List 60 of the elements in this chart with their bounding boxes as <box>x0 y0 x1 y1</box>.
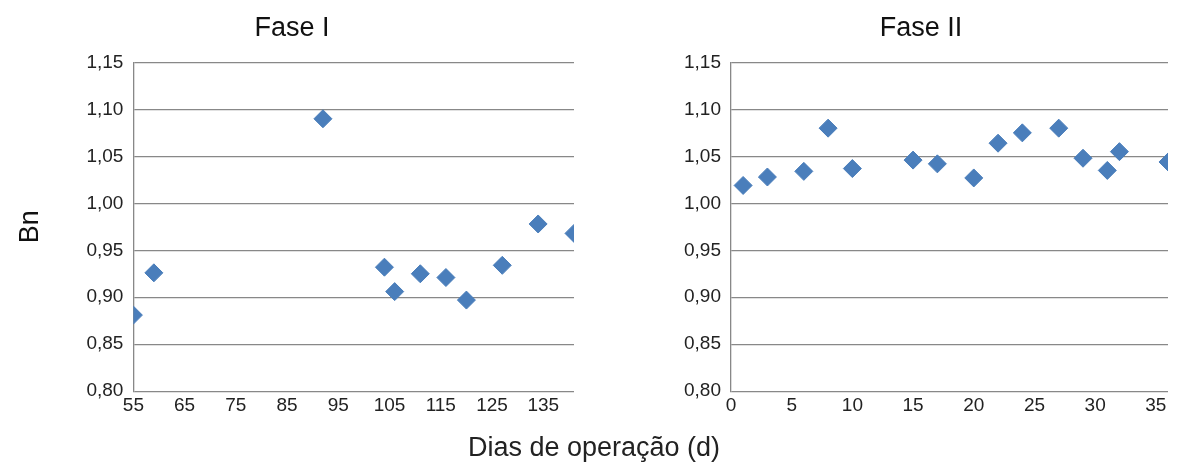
point <box>385 282 405 302</box>
y-tick-label: 1,00 <box>684 191 721 213</box>
point <box>1097 160 1117 180</box>
point <box>410 264 430 284</box>
x-tick-label: 95 <box>327 393 349 415</box>
x-tick-label: 15 <box>902 393 924 415</box>
point <box>456 290 476 310</box>
point <box>964 168 984 188</box>
x-tick-label: 5 <box>786 393 797 415</box>
y-tick-label: 1,10 <box>684 97 721 119</box>
point <box>1012 123 1032 143</box>
point <box>794 161 814 181</box>
x-tick-label: 0 <box>725 393 737 415</box>
point <box>927 154 947 174</box>
x-tick-label: 20 <box>963 393 985 415</box>
y-tick-label: 0,80 <box>684 379 721 401</box>
x-tick-label: 135 <box>527 393 560 415</box>
x-tick-label: 25 <box>1023 393 1046 415</box>
y-tick-label: 1,00 <box>86 191 124 213</box>
y-tick-label: 0,90 <box>684 285 721 307</box>
point <box>144 263 164 283</box>
x-tick-label: 125 <box>476 393 508 415</box>
x-tick-label: 10 <box>841 393 863 415</box>
y-tick-label: 0,85 <box>684 332 721 354</box>
point <box>1049 118 1069 138</box>
chart-title: Fase II <box>879 11 963 42</box>
x-axis-title: Dias de operação (d) <box>466 432 722 463</box>
point <box>374 257 394 277</box>
point <box>818 118 838 138</box>
x-tick-label: 55 <box>122 393 144 415</box>
chart-title: Fase I <box>254 11 330 42</box>
y-tick-label: 1,15 <box>684 50 721 72</box>
x-tick-label: 75 <box>225 393 247 415</box>
x-tick-label: 115 <box>425 393 456 415</box>
y-tick-label: 0,95 <box>684 238 721 260</box>
x-tick-label: 65 <box>174 393 196 415</box>
point <box>313 109 333 129</box>
point <box>492 255 512 275</box>
y-tick-label: 0,80 <box>86 379 124 401</box>
x-tick-label: 85 <box>276 393 298 415</box>
y-tick-label: 1,05 <box>86 144 124 166</box>
y-tick-label: 1,10 <box>86 97 124 119</box>
y-tick-label: 0,90 <box>86 285 124 307</box>
point <box>1109 142 1129 162</box>
y-tick-label: 0,95 <box>86 238 124 260</box>
point <box>842 159 862 179</box>
point <box>757 167 777 187</box>
point <box>733 175 753 195</box>
point <box>988 133 1008 153</box>
x-tick-label: 35 <box>1145 393 1167 415</box>
point <box>436 268 456 288</box>
y-axis-title: Bn <box>13 210 44 244</box>
y-tick-label: 1,05 <box>684 144 721 166</box>
x-tick-label: 30 <box>1084 393 1106 415</box>
point <box>1073 148 1093 168</box>
point <box>528 214 548 234</box>
point <box>903 150 923 170</box>
x-tick-label: 105 <box>373 393 406 415</box>
y-tick-label: 0,85 <box>86 332 124 354</box>
y-tick-label: 1,15 <box>86 50 124 72</box>
